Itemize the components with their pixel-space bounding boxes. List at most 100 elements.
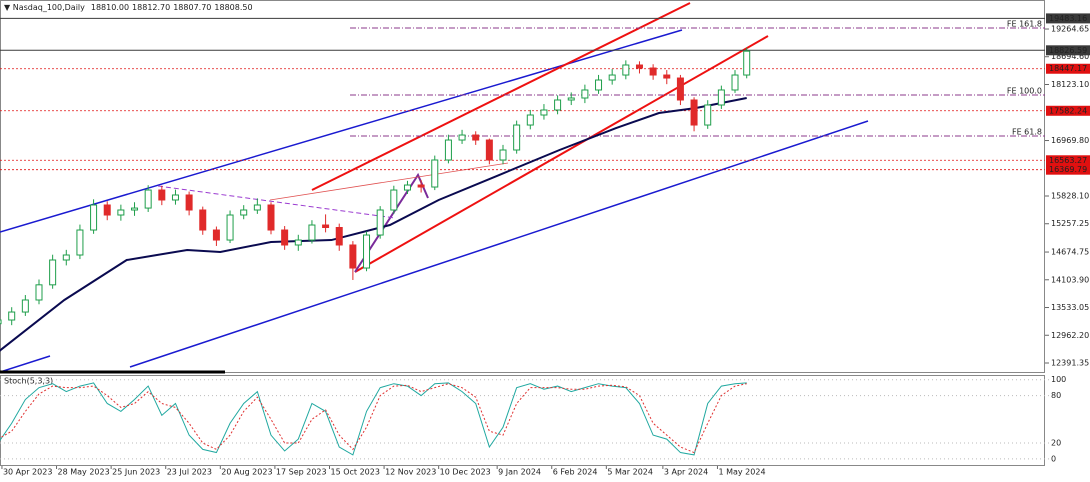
candle bbox=[444, 134, 452, 164]
candle bbox=[35, 279, 43, 305]
candle bbox=[499, 144, 507, 165]
candle bbox=[185, 191, 193, 216]
level-box bbox=[1046, 105, 1090, 116]
level-label: 16369.79 bbox=[1049, 165, 1087, 174]
candle bbox=[308, 220, 316, 244]
candle-body bbox=[199, 209, 207, 231]
x-tick-label: 30 Apr 2023 bbox=[3, 468, 52, 477]
candle-body bbox=[676, 77, 684, 101]
level-label: 18447.17 bbox=[1049, 64, 1087, 73]
candle-body bbox=[0, 319, 2, 325]
level-box bbox=[1046, 63, 1090, 74]
candle-body bbox=[281, 229, 289, 246]
candle bbox=[49, 254, 57, 289]
candle-body bbox=[103, 204, 111, 216]
channel-line bbox=[354, 35, 769, 273]
candle-body bbox=[144, 189, 152, 209]
candle bbox=[608, 69, 616, 85]
y-tick-label: 19264.65 bbox=[1051, 25, 1089, 34]
fibo-label: FE 161.8 bbox=[1007, 20, 1042, 29]
candle bbox=[595, 74, 603, 94]
candle bbox=[472, 131, 480, 145]
indicator-tick-label: 100 bbox=[1051, 375, 1066, 384]
indicator-tick-label: 80 bbox=[1051, 391, 1061, 400]
candle-body bbox=[21, 299, 29, 313]
candle-body bbox=[635, 64, 643, 69]
close-value: 18808.50 bbox=[214, 3, 252, 12]
level-label: 19483.16 bbox=[1049, 14, 1087, 23]
y-tick-label: 13533.05 bbox=[1051, 303, 1089, 312]
candle-body bbox=[90, 204, 98, 231]
candle-body bbox=[253, 204, 261, 211]
candle-body bbox=[458, 134, 466, 141]
candle-body bbox=[390, 189, 398, 211]
candle bbox=[431, 155, 439, 191]
stoch-line bbox=[0, 383, 747, 454]
indicator-tick-label: 0 bbox=[1051, 454, 1056, 463]
level-box bbox=[1046, 13, 1090, 24]
candle-body bbox=[158, 189, 166, 201]
candle-body bbox=[499, 149, 507, 161]
candle-body bbox=[240, 209, 248, 216]
level-label: 18826.59 bbox=[1049, 46, 1087, 55]
candle bbox=[731, 70, 739, 93]
candle-body bbox=[704, 104, 712, 126]
candle bbox=[253, 198, 261, 214]
candle bbox=[690, 97, 698, 132]
candle bbox=[322, 214, 330, 233]
candle bbox=[663, 70, 671, 85]
candle-body bbox=[554, 99, 562, 111]
candle bbox=[704, 100, 712, 129]
candle-body bbox=[731, 74, 739, 91]
candle-body bbox=[35, 284, 43, 301]
candle-body bbox=[743, 50, 751, 76]
candle-body bbox=[608, 74, 616, 81]
candle-body bbox=[76, 229, 84, 256]
candle-body bbox=[308, 224, 316, 241]
candle bbox=[649, 64, 657, 80]
fibo-label: FE 61.8 bbox=[1012, 128, 1042, 137]
candle bbox=[226, 210, 234, 244]
candle bbox=[281, 226, 289, 250]
x-tick-label: 20 Aug 2023 bbox=[221, 468, 272, 477]
symbol: Nasdaq_100,Daily bbox=[13, 3, 85, 12]
y-tick-label: 14674.75 bbox=[1051, 248, 1089, 257]
candle-body bbox=[403, 184, 411, 191]
candle bbox=[376, 206, 384, 239]
candle-body bbox=[8, 311, 16, 321]
candle bbox=[199, 206, 207, 235]
candle bbox=[117, 204, 125, 221]
x-tick-label: 1 May 2024 bbox=[718, 468, 765, 477]
candle bbox=[390, 185, 398, 214]
candle bbox=[240, 205, 248, 220]
candle bbox=[267, 202, 275, 235]
candle-body bbox=[212, 229, 220, 241]
candle bbox=[403, 180, 411, 194]
chart-header: ▼ Nasdaq_100,Daily 18810.00 18812.70 18807.… bbox=[4, 3, 253, 12]
level-label: 17582.24 bbox=[1049, 106, 1087, 115]
candle bbox=[417, 179, 425, 193]
stoch-line bbox=[0, 382, 747, 456]
candle bbox=[103, 201, 111, 221]
level-box bbox=[1046, 155, 1090, 166]
candle bbox=[212, 226, 220, 246]
candle bbox=[0, 319, 2, 325]
candle-body bbox=[363, 234, 371, 269]
candle-body bbox=[226, 214, 234, 241]
indicator-tick-label: 20 bbox=[1051, 439, 1061, 448]
channel-line bbox=[0, 355, 51, 373]
low-value: 18807.70 bbox=[173, 3, 211, 12]
candle-body bbox=[171, 194, 179, 201]
level-label: 16563.27 bbox=[1049, 156, 1087, 165]
candle bbox=[144, 185, 152, 212]
indicator-panel bbox=[0, 375, 1045, 466]
candle-body bbox=[349, 244, 357, 269]
candle bbox=[513, 120, 521, 154]
candle-body bbox=[62, 254, 70, 261]
candle-body bbox=[622, 64, 630, 76]
candle bbox=[363, 231, 371, 272]
candle-body bbox=[444, 139, 452, 161]
candle bbox=[635, 61, 643, 74]
y-tick-label: 14103.90 bbox=[1051, 275, 1089, 284]
